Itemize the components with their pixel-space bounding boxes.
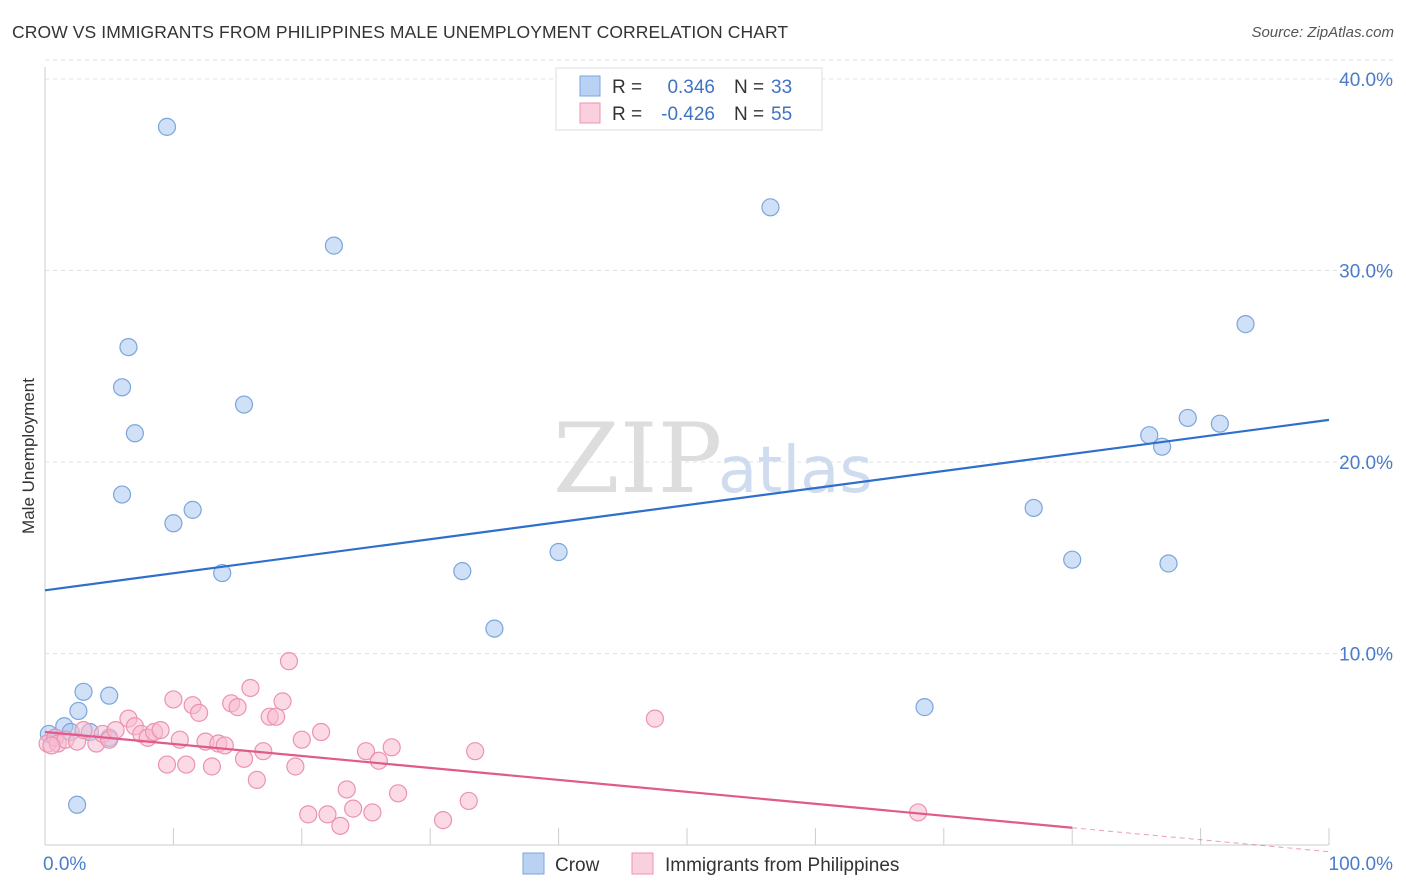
point-crow (1236, 315, 1255, 334)
point-philippines (241, 678, 260, 698)
axes (44, 67, 1330, 846)
point-crow (119, 338, 138, 357)
legend-bottom-swatch-crow (522, 852, 545, 875)
legend-r-label-crow: R = (612, 77, 642, 98)
legend-bottom-label-philippines: Immigrants from Philippines (665, 855, 899, 876)
point-philippines (286, 757, 305, 776)
point-philippines (164, 690, 183, 709)
y-axis-label: Male Unemployment (19, 378, 38, 534)
point-crow (915, 698, 934, 717)
point-philippines (363, 803, 382, 822)
legend-bottom-swatch-philippines (631, 852, 654, 875)
legend-bottom-label-crow: Crow (555, 855, 600, 876)
point-crow (1210, 414, 1229, 433)
x-tick-labels: 0.0% 100.0% (43, 854, 1393, 875)
source-credit: Source: ZipAtlas.com (1251, 24, 1394, 41)
point-philippines (459, 791, 478, 811)
legend-top: R = 0.346 N = 33 R = -0.426 N = 55 (555, 67, 823, 131)
point-philippines (466, 742, 485, 761)
legend-bottom: Crow Immigrants from Philippines (522, 852, 899, 876)
watermark: ZIP atlas (553, 403, 873, 515)
point-philippines (177, 755, 196, 774)
point-crow (183, 500, 202, 519)
point-crow (1178, 408, 1197, 428)
point-crow (69, 701, 88, 721)
point-philippines (369, 751, 388, 770)
y-tick-label: 20.0% (1339, 453, 1393, 474)
point-philippines (299, 805, 318, 824)
legend-n-label-crow: N = (734, 77, 764, 98)
point-crow (112, 378, 132, 397)
point-crow (1063, 550, 1082, 569)
point-crow (234, 395, 254, 414)
point-philippines (189, 703, 209, 722)
point-crow (324, 236, 343, 255)
point-philippines (318, 805, 337, 824)
legend-swatch-crow (579, 75, 601, 97)
point-crow (157, 117, 177, 136)
legend-r-label-philippines: R = (612, 104, 642, 125)
point-crow (1024, 498, 1043, 518)
trend-line-crow (44, 418, 1330, 592)
point-philippines (247, 770, 266, 789)
legend-n-value-philippines: 55 (771, 104, 792, 125)
point-philippines (267, 707, 286, 726)
point-crow (485, 619, 504, 638)
legend-n-label-philippines: N = (734, 104, 764, 125)
trend-line-philippines (44, 730, 1073, 829)
point-philippines (273, 692, 292, 711)
point-crow (100, 686, 119, 705)
trend-line-philippines-extension (1072, 827, 1330, 853)
point-crow (125, 424, 144, 443)
point-philippines (215, 736, 234, 755)
y-tick-label: 40.0% (1339, 70, 1393, 91)
y-tick-labels: 10.0% 20.0% 30.0% 40.0% (1339, 70, 1393, 666)
point-philippines (234, 749, 254, 768)
point-philippines (382, 738, 401, 757)
point-philippines (42, 736, 61, 755)
x-tick-label: 0.0% (43, 854, 86, 875)
point-crow (67, 795, 87, 814)
chart-title: CROW VS IMMIGRANTS FROM PHILIPPINES MALE… (12, 22, 789, 42)
trend-lines (44, 418, 1330, 853)
point-philippines (389, 784, 408, 803)
point-philippines (331, 816, 350, 835)
point-crow (164, 514, 183, 533)
point-philippines (645, 709, 665, 728)
point-philippines (228, 698, 247, 717)
point-crow (549, 542, 568, 562)
point-philippines (344, 799, 363, 818)
point-crow (213, 563, 232, 583)
legend-r-value-crow: 0.346 (667, 77, 715, 98)
y-tick-label: 30.0% (1339, 262, 1393, 283)
point-crow (453, 562, 472, 581)
point-philippines (157, 755, 177, 774)
legend-swatch-philippines (579, 102, 601, 124)
point-philippines (356, 742, 376, 761)
y-tick-label: 10.0% (1339, 645, 1393, 666)
point-philippines (151, 720, 170, 740)
point-crow (1159, 554, 1178, 573)
point-philippines (292, 730, 311, 749)
watermark-zip: ZIP (553, 403, 722, 515)
point-crow (112, 485, 132, 504)
point-philippines (433, 811, 453, 830)
point-philippines (279, 652, 299, 671)
point-crow (74, 682, 93, 701)
point-philippines (337, 780, 356, 799)
legend-r-value-philippines: -0.426 (661, 104, 715, 125)
point-philippines (311, 722, 331, 742)
x-tick-label: 100.0% (1329, 854, 1394, 875)
watermark-atlas: atlas (718, 434, 873, 508)
legend-n-value-crow: 33 (771, 77, 792, 98)
point-philippines (202, 757, 222, 776)
point-crow (761, 198, 780, 217)
